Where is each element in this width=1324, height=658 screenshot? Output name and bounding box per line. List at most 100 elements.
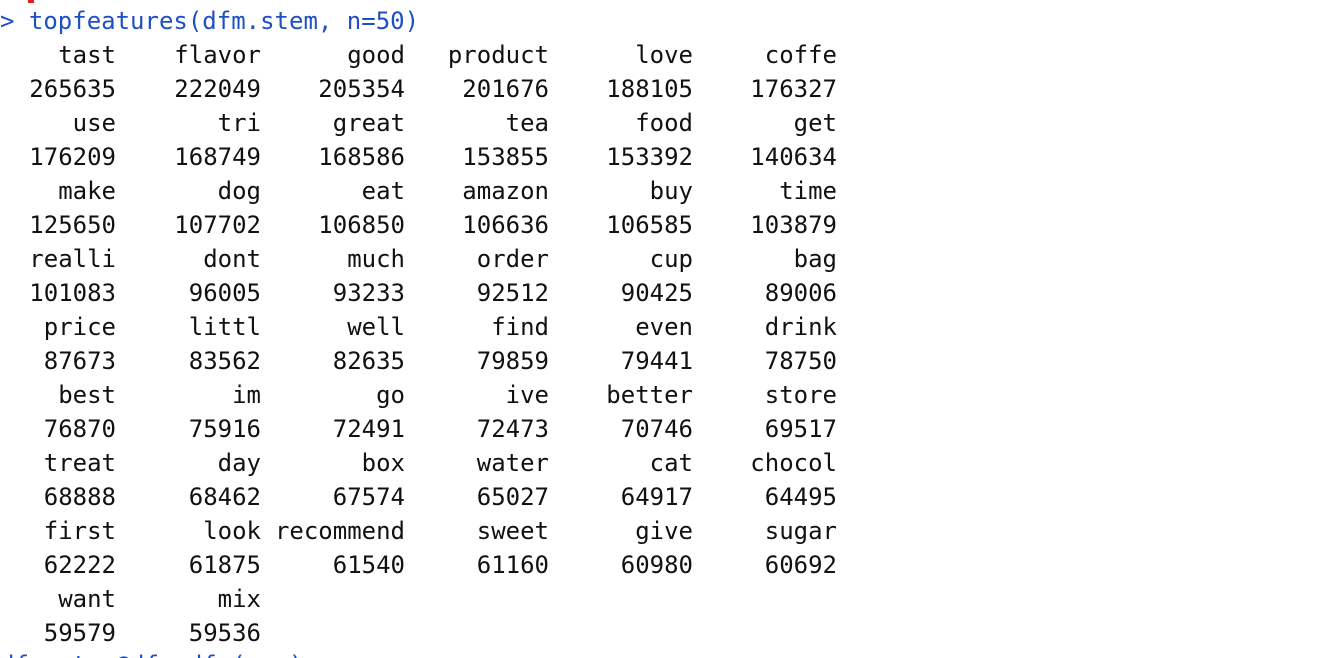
term-label: love (635, 41, 693, 69)
term-label: store (764, 381, 837, 409)
term-label: sugar (764, 517, 837, 545)
count-row: 125650 107702 106850 106636 106585 103879 (0, 208, 860, 242)
term-label: sweet (476, 517, 549, 545)
count-value: 83562 (188, 347, 261, 375)
count-value: 82635 (332, 347, 405, 375)
count-value: 205354 (318, 75, 405, 103)
count-value: 59536 (188, 619, 261, 647)
term-label: food (635, 109, 693, 137)
count-value: 60980 (620, 551, 693, 579)
term-label: chocol (750, 449, 837, 477)
term-label: use (72, 109, 116, 137)
term-label: product (447, 41, 549, 69)
next-command-line[interactable]: dfm.stem@dfm.dfm(...) (0, 648, 303, 658)
term-label: mix (217, 585, 261, 613)
count-value: 103879 (750, 211, 837, 239)
term-label: coffe (764, 41, 837, 69)
count-row: 176209 168749 168586 153855 153392 140634 (0, 140, 860, 174)
term-row: first look recommend sweet give sugar (0, 514, 860, 548)
term-label: ive (505, 381, 549, 409)
term-label: tea (505, 109, 549, 137)
count-value: 90425 (620, 279, 693, 307)
topfeatures-output: tast flavor good product love coffe 265635 2220… (0, 38, 860, 650)
term-label: look (203, 517, 261, 545)
term-label: day (217, 449, 261, 477)
term-label: box (361, 449, 405, 477)
prompt-symbol: > (0, 7, 15, 35)
count-value: 168749 (174, 143, 261, 171)
count-value: 188105 (606, 75, 693, 103)
count-row: 59579 59536 (0, 616, 860, 650)
count-value: 62222 (43, 551, 116, 579)
count-value: 153855 (462, 143, 549, 171)
term-label: go (376, 381, 405, 409)
count-value: 61875 (188, 551, 261, 579)
count-value: 153392 (606, 143, 693, 171)
term-label: well (347, 313, 405, 341)
term-row: make dog eat amazon buy time (0, 174, 860, 208)
count-value: 76870 (43, 415, 116, 443)
count-value: 96005 (188, 279, 261, 307)
term-label: order (476, 245, 549, 273)
count-value: 125650 (29, 211, 116, 239)
term-label: much (347, 245, 405, 273)
cursor-mark (28, 0, 34, 3)
term-label: littl (188, 313, 261, 341)
count-value: 265635 (29, 75, 116, 103)
term-label: find (491, 313, 549, 341)
count-value: 75916 (188, 415, 261, 443)
count-value: 61160 (476, 551, 549, 579)
term-label: good (347, 41, 405, 69)
term-label: drink (764, 313, 837, 341)
count-row: 62222 61875 61540 61160 60980 60692 (0, 548, 860, 582)
term-label: first (43, 517, 116, 545)
term-row: realli dont much order cup bag (0, 242, 860, 276)
count-row: 76870 75916 72491 72473 70746 69517 (0, 412, 860, 446)
count-value: 68888 (43, 483, 116, 511)
term-label: water (476, 449, 549, 477)
term-label: great (332, 109, 405, 137)
count-value: 64495 (764, 483, 837, 511)
count-row: 87673 83562 82635 79859 79441 78750 (0, 344, 860, 378)
count-row: 101083 96005 93233 92512 90425 89006 (0, 276, 860, 310)
term-row: want mix (0, 582, 860, 616)
count-row: 68888 68462 67574 65027 64917 64495 (0, 480, 860, 514)
count-value: 93233 (332, 279, 405, 307)
count-value: 92512 (476, 279, 549, 307)
count-value: 140634 (750, 143, 837, 171)
term-label: im (232, 381, 261, 409)
term-label: flavor (174, 41, 261, 69)
count-value: 72491 (332, 415, 405, 443)
term-label: make (58, 177, 116, 205)
term-label: eat (361, 177, 405, 205)
term-label: even (635, 313, 693, 341)
count-value: 59579 (43, 619, 116, 647)
count-value: 79441 (620, 347, 693, 375)
count-value: 168586 (318, 143, 405, 171)
term-row: treat day box water cat chocol (0, 446, 860, 480)
term-label: time (779, 177, 837, 205)
count-value: 201676 (462, 75, 549, 103)
count-value: 87673 (43, 347, 116, 375)
term-label: get (793, 109, 837, 137)
count-value: 64917 (620, 483, 693, 511)
term-label: dog (217, 177, 261, 205)
term-label: give (635, 517, 693, 545)
term-row: tast flavor good product love coffe (0, 38, 860, 72)
count-value: 68462 (188, 483, 261, 511)
command-line[interactable]: > topfeatures(dfm.stem, n=50) (0, 4, 419, 38)
count-value: 176209 (29, 143, 116, 171)
count-row: 265635 222049 205354 201676 188105 176327 (0, 72, 860, 106)
count-value: 106636 (462, 211, 549, 239)
term-label: bag (793, 245, 837, 273)
count-value: 70746 (620, 415, 693, 443)
term-label: dont (203, 245, 261, 273)
count-value: 67574 (332, 483, 405, 511)
count-value: 65027 (476, 483, 549, 511)
term-label: price (43, 313, 116, 341)
count-value: 78750 (764, 347, 837, 375)
count-value: 107702 (174, 211, 261, 239)
count-value: 69517 (764, 415, 837, 443)
term-label: realli (29, 245, 116, 273)
